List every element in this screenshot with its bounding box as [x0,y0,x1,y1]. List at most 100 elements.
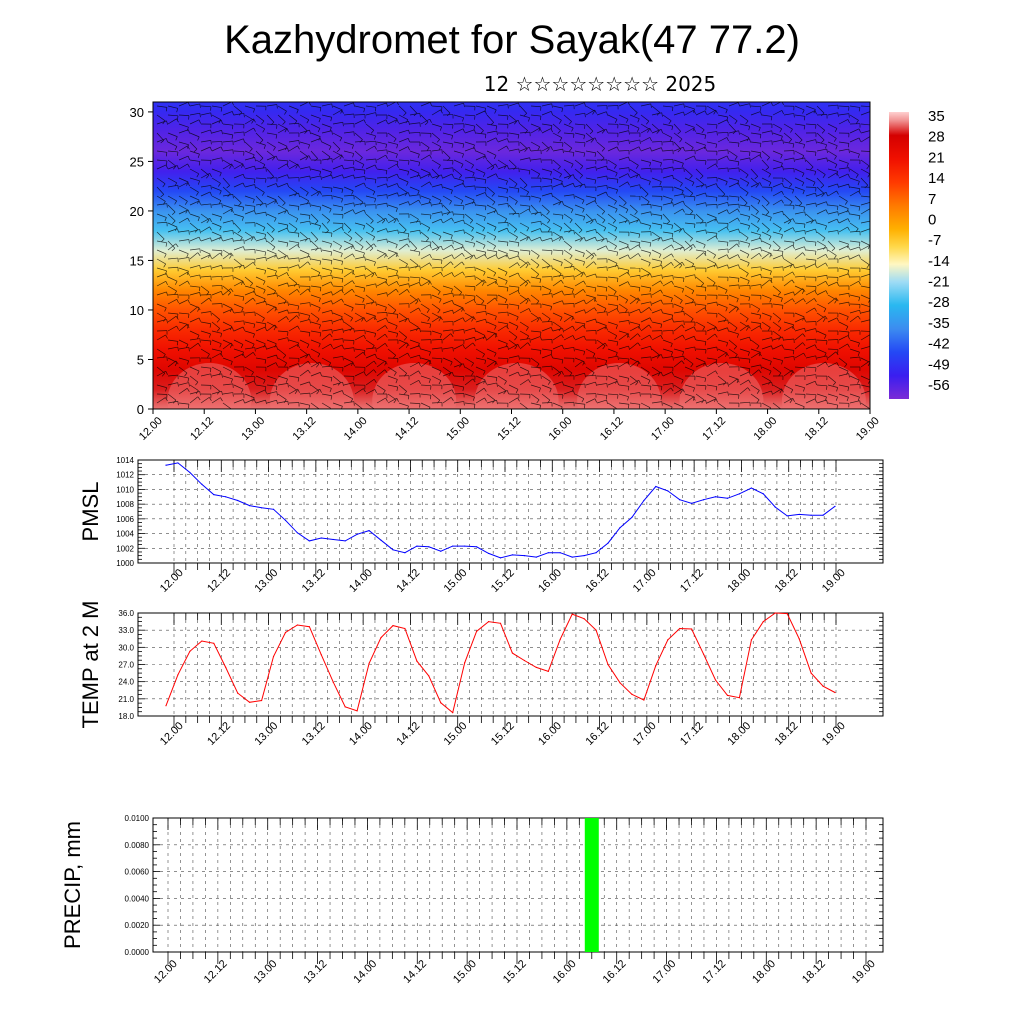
wind-barb-flag [364,256,366,261]
wind-barb [200,112,211,116]
wind-barb-flag [780,408,781,409]
wind-barb-flag [606,399,608,405]
wind-barb-flag [870,111,871,115]
wind-barb [651,309,662,314]
wind-barb [750,231,761,236]
wind-barb [365,158,376,161]
wind-barb-flag [330,270,332,275]
wind-barb-flag [562,275,564,280]
wind-barb [233,195,242,204]
wind-barb-flag [539,237,542,241]
wind-barb [486,163,496,170]
wind-barb-flag [814,398,817,403]
wind-barb [464,266,475,269]
wind-barb-flag [637,342,641,347]
wind-barb-flag [349,237,353,242]
wind-barb-flag [626,118,629,123]
wind-barb [222,321,233,327]
wind-barb [761,168,771,175]
wind-barb [189,132,200,138]
wind-barb-flag [341,298,344,303]
wind-barb [772,231,783,236]
wind-barb [662,158,674,161]
wind-barb [420,262,430,269]
wind-barb [585,273,596,278]
wind-barb [585,123,594,132]
wind-barb-flag [636,299,639,304]
wind-barb-flag [429,154,432,159]
wind-barb [827,104,838,107]
wind-barb [530,105,541,108]
wind-barb [805,344,816,350]
wind-barb [618,254,629,260]
wind-barb-flag [450,397,454,401]
wind-barb [574,280,584,287]
wind-barb [497,384,507,392]
wind-barb [266,399,277,404]
wind-barb [695,213,704,222]
wind-barb-flag [418,380,421,384]
wind-barb [453,393,465,395]
wind-barb-flag [659,181,662,186]
wind-barb [673,240,683,247]
wind-barb [519,186,529,193]
wind-barb-flag [494,352,497,357]
wind-barb-flag [825,361,828,366]
data-point [284,519,287,521]
wind-barb [343,382,354,386]
wind-barb [431,271,441,278]
wind-barb [167,204,176,213]
wind-barb-flag [462,317,465,322]
wind-barb [563,104,574,107]
wind-barb-flag [308,315,311,320]
wind-barb [563,384,574,389]
wind-barb-flag [397,192,399,197]
wind-barb [695,141,706,146]
wind-barb-flag [506,254,509,259]
wind-barb-flag [316,192,320,196]
wind-barb-flag [517,305,520,310]
wind-barb [464,327,475,332]
wind-barb [640,258,651,264]
wind-barb [376,369,385,377]
wind-barb-flag [727,319,729,324]
wind-barb [519,131,530,134]
wind-barb-flag [649,137,652,142]
wind-barb-flag [825,225,827,230]
wind-barb [200,275,211,278]
wind-barb-flag [682,147,685,152]
wind-barb [508,312,519,318]
wind-barb-flag [561,344,564,349]
data-point [237,499,239,502]
wind-barb [849,246,860,251]
wind-barb [827,230,838,233]
wind-barb [530,204,539,213]
wind-barb [849,309,860,314]
wind-barb [475,123,484,131]
data-point [631,516,633,518]
wind-barb [618,173,629,179]
data-point [702,499,705,501]
wind-barb-flag [342,390,344,395]
wind-barb-flag [792,350,795,355]
wind-barb-flag [241,216,244,221]
wind-barb [288,339,299,344]
wind-barb [530,402,541,406]
wind-barb [475,155,486,161]
wind-barb [365,258,376,263]
wind-barb-flag [826,247,828,252]
wind-barb-flag [419,265,421,270]
wind-barb [596,238,607,242]
wind-barb [706,231,717,234]
wind-barb-flag [779,128,783,133]
wind-barb [167,360,177,368]
wind-barb [640,293,651,296]
wind-barb [156,348,166,355]
wind-barb-flag [406,342,410,347]
wind-barb-flag [715,370,718,375]
wind-barb [431,258,442,261]
wind-barb [332,338,343,341]
wind-barb-flag [581,200,585,204]
wind-barb [420,402,431,408]
data-point [679,499,681,501]
